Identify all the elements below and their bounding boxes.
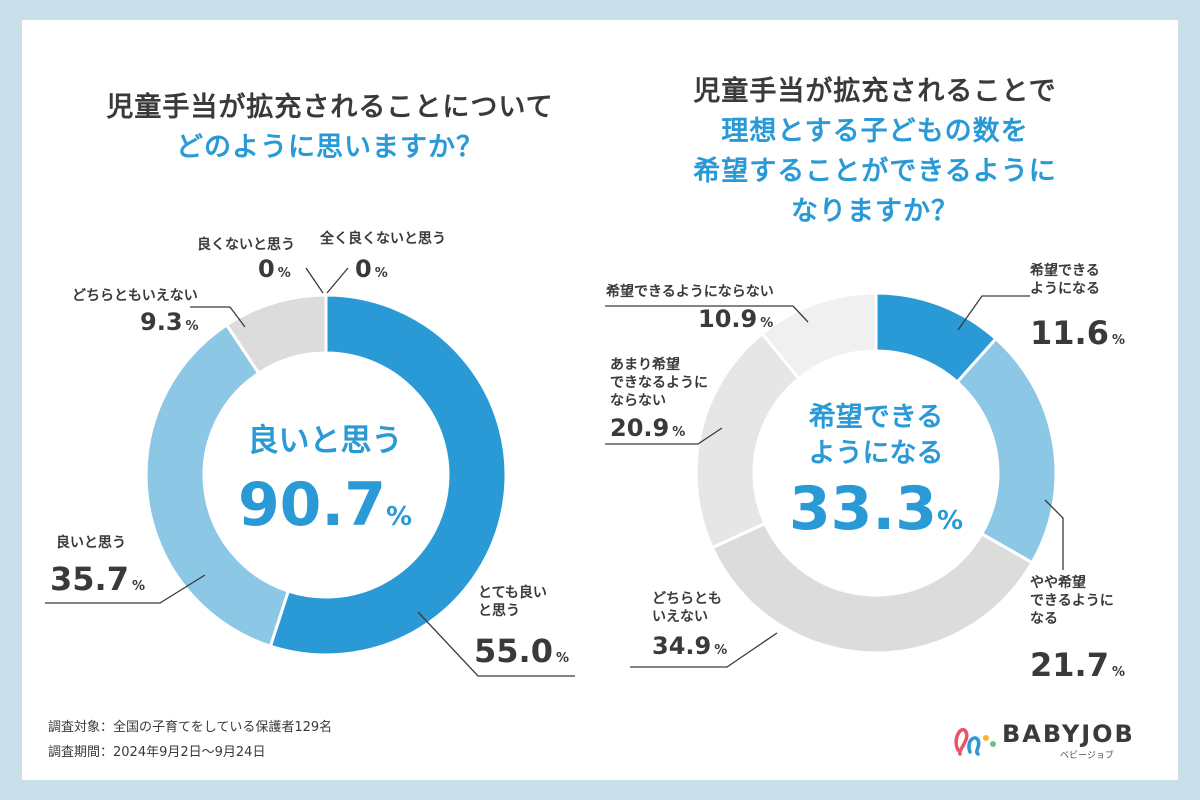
- right-donut-slice-4: [760, 291, 878, 381]
- pct-sign: %: [672, 425, 686, 440]
- right-value-somewhat: 21.7%: [1030, 646, 1125, 684]
- donut-chart-right: [694, 291, 1058, 655]
- left-center-value: 90.7%: [215, 470, 435, 540]
- logo-kana: ベビージョブ: [1060, 751, 1114, 761]
- pct-sign: %: [714, 643, 728, 658]
- right-label-somewhat-line1: やや希望: [1030, 575, 1086, 591]
- right-value-neutral-number: 34.9: [652, 632, 712, 660]
- right-label-not-much-line3: ならない: [610, 393, 666, 409]
- left-label-very-good: とても良い と思う: [478, 584, 547, 620]
- left-label-neutral: どちらともいえない: [72, 288, 198, 304]
- right-title-line4: なりますか？: [791, 196, 959, 227]
- left-label-good: 良いと思う: [56, 535, 126, 551]
- pct-sign: %: [760, 316, 774, 331]
- right-label-neutral: どちらとも いえない: [652, 590, 722, 626]
- left-value-not-good-at-all-number: 0: [355, 255, 372, 283]
- logo-text: BABYJOB: [1002, 720, 1135, 748]
- right-donut-slice-2: [710, 521, 1035, 655]
- right-center-label-line2: ようになる: [808, 438, 944, 469]
- right-label-hope-line2: ようになる: [1030, 281, 1100, 297]
- right-title-line2: 理想とする子どもの数を: [721, 116, 1029, 147]
- right-value-no: 10.9%: [698, 305, 773, 333]
- right-value-not-much-number: 20.9: [610, 414, 670, 442]
- right-label-not-much-line1: あまり希望: [610, 357, 680, 373]
- right-label-neutral-line1: どちらとも: [652, 591, 722, 607]
- right-label-no: 希望できるようにならない: [606, 284, 774, 300]
- right-label-hope: 希望できる ようになる: [1030, 262, 1100, 298]
- leader-line-left-good: [45, 574, 206, 604]
- donut-chart-left: [144, 293, 508, 657]
- right-value-hope: 11.6%: [1030, 314, 1125, 352]
- left-value-neutral-number: 9.3: [140, 308, 183, 336]
- left-label-not-good: 良くないと思う: [197, 237, 295, 253]
- leader-line-left-neutral: [190, 306, 246, 328]
- right-value-no-number: 10.9: [698, 305, 758, 333]
- footnote-target: 調査対象：全国の子育てをしている保護者129名: [48, 720, 333, 735]
- right-center-label-line1: 希望できる: [808, 402, 944, 433]
- footnote-period: 調査期間：2024年9月2日〜9月24日: [48, 745, 266, 760]
- left-label-very-good-line1: とても良い: [478, 585, 547, 601]
- right-title-line3: 希望することができるように: [693, 156, 1057, 187]
- left-chart-title: 児童手当が拡充されることについて どのように思いますか？: [60, 88, 600, 168]
- right-center-unit: %: [936, 506, 964, 536]
- left-value-not-good: 0%: [258, 255, 291, 283]
- leader-line-right-not-much: [605, 427, 723, 445]
- right-center-label: 希望できる ようになる: [766, 400, 986, 472]
- left-title-line1: 児童手当が拡充されることについて: [106, 92, 554, 123]
- left-donut-slice-1: [144, 322, 291, 649]
- right-label-hope-line1: 希望できる: [1030, 263, 1100, 279]
- right-center-number: 33.3: [788, 474, 937, 544]
- pct-sign: %: [374, 266, 388, 281]
- pct-sign: %: [185, 319, 199, 334]
- right-label-somewhat: やや希望 できるように なる: [1030, 574, 1114, 628]
- right-chart-title: 児童手当が拡充されることで 理想とする子どもの数を 希望することができるように …: [620, 72, 1130, 232]
- babyjob-logo: BABYJOB ベビージョブ: [948, 716, 1148, 766]
- left-label-very-good-line2: と思う: [478, 603, 520, 619]
- left-label-not-good-at-all: 全く良くないと思う: [320, 231, 446, 247]
- pct-sign: %: [131, 579, 145, 594]
- leader-line-right-somewhat: [1044, 499, 1064, 570]
- pct-sign: %: [1111, 333, 1125, 348]
- right-label-neutral-line2: いえない: [652, 609, 708, 625]
- leader-line-left-not-good: [305, 267, 324, 294]
- left-donut-slice-0: [268, 293, 508, 657]
- right-value-somewhat-number: 21.7: [1030, 646, 1109, 684]
- left-donut-slice-2: [224, 293, 328, 376]
- leader-line-right-no: [605, 305, 809, 323]
- leader-line-right-hope: [957, 295, 1030, 331]
- right-label-somewhat-line2: できるように: [1030, 593, 1114, 609]
- right-value-hope-number: 11.6: [1030, 314, 1109, 352]
- left-value-good: 35.7%: [50, 560, 145, 598]
- right-value-not-much: 20.9%: [610, 414, 685, 442]
- right-value-neutral: 34.9%: [652, 632, 727, 660]
- pct-sign: %: [555, 651, 569, 666]
- leader-line-right-neutral: [630, 632, 778, 668]
- right-label-somewhat-line3: なる: [1030, 611, 1058, 627]
- left-title-line2: どのように思いますか？: [176, 132, 484, 163]
- left-value-not-good-number: 0: [258, 255, 275, 283]
- leader-lines: [45, 267, 1064, 677]
- babyjob-logo-mark-icon: [954, 728, 996, 756]
- left-value-very-good-number: 55.0: [474, 632, 553, 670]
- right-label-not-much: あまり希望 できなるように ならない: [610, 356, 708, 410]
- right-title-line1: 児童手当が拡充されることで: [693, 76, 1057, 107]
- left-value-good-number: 35.7: [50, 560, 129, 598]
- left-center-unit: %: [385, 502, 413, 532]
- left-center-number: 90.7: [237, 470, 386, 540]
- left-center-label: 良いと思う: [247, 423, 403, 459]
- right-center-value: 33.3%: [766, 474, 986, 544]
- left-value-not-good-at-all: 0%: [355, 255, 388, 283]
- left-value-neutral: 9.3%: [140, 308, 199, 336]
- left-value-very-good: 55.0%: [474, 632, 569, 670]
- pct-sign: %: [277, 266, 291, 281]
- right-label-not-much-line2: できなるように: [610, 375, 708, 391]
- leader-line-left-not-good-at-all: [326, 267, 349, 294]
- pct-sign: %: [1111, 665, 1125, 680]
- leader-line-left-very-good: [417, 611, 575, 677]
